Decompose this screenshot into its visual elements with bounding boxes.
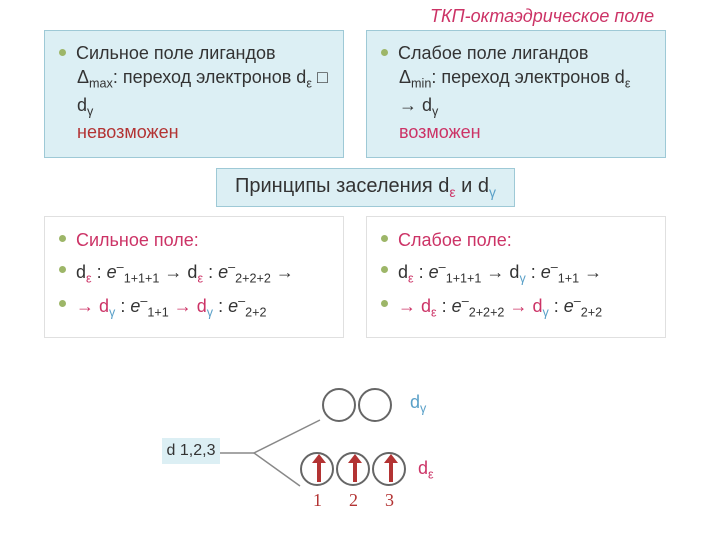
orbital-filled [372,452,406,486]
bullet-dot [381,49,388,56]
bullet-dot [59,235,66,242]
weak-seq-heading: Слабое поле: [398,227,512,254]
orbital-number: 2 [349,490,358,511]
fork-lines [220,408,350,498]
strong-field-sequence: Сильное поле: dε : e–1+1+1 → dε : e–2+2+… [44,216,344,338]
seq-line: dε : e–1+1+1 → dγ : e–1+1 → [398,258,602,288]
seq-line: → dε : e–2+2+2 → dγ : e–2+2 [398,292,602,322]
orbital-number: 3 [385,490,394,511]
weak-field-body: Δmin: переход электронов dε → dγ возможе… [399,65,651,144]
weak-field-title: Слабое поле лигандов [398,41,588,65]
bullet-dot [59,49,66,56]
dg-label: dγ [410,392,426,416]
possible-word: возможен [399,120,651,144]
page-header: ТКП-октаэдрическое поле [430,6,654,27]
de-label: dε [418,458,434,482]
after-delta: : переход электронов d [113,67,306,87]
transition-symbol: → d [399,95,432,115]
seq-line: → dγ : e–1+1 → dγ : e–2+2 [76,292,266,322]
orbital-number: 1 [313,490,322,511]
strong-field-box: Сильное поле лигандов Δmax: переход элек… [44,30,344,158]
delta-symbol: Δ [399,67,411,87]
mid-mid: и d [456,175,489,197]
principles-title: Принципы заселения dε и dγ [216,168,515,207]
mid-pre: Принципы заселения d [235,175,449,197]
bullet-dot [59,300,66,307]
mid-gamma: γ [489,184,496,200]
bullet-dot [381,300,388,307]
orbital-filled [336,452,370,486]
after-delta: : переход электронов d [431,67,624,87]
top-boxes: Сильное поле лигандов Δmax: переход элек… [44,30,666,158]
impossible-word: невозможен [77,120,329,144]
delta-sub: max [89,77,113,91]
orbital-diagram: d 1,2,3 1 2 3 dγ dε [150,382,470,532]
lower-columns: Сильное поле: dε : e–1+1+1 → dε : e–2+2+… [44,216,666,338]
orbital-filled [300,452,334,486]
seq-line: dε : e–1+1+1 → dε : e–2+2+2 → [76,258,294,288]
gamma-sub: γ [432,104,438,118]
weak-field-box: Слабое поле лигандов Δmin: переход элект… [366,30,666,158]
strong-seq-heading: Сильное поле: [76,227,199,254]
bullet-dot [381,266,388,273]
strong-field-body: Δmax: переход электронов dε □ dγ невозмо… [77,65,329,144]
strong-field-title: Сильное поле лигандов [76,41,276,65]
weak-field-sequence: Слабое поле: dε : e–1+1+1 → dγ : e–1+1 →… [366,216,666,338]
d-source-label: d 1,2,3 [162,438,220,464]
electron-arrow-icon [389,460,393,482]
bullet-dot [381,235,388,242]
gamma-sub: γ [87,104,93,118]
bullet-dot [59,266,66,273]
delta-sub: min [411,77,431,91]
eps-sub: ε [625,77,631,91]
electron-arrow-icon [317,460,321,482]
orbital-empty [322,388,356,422]
orbital-empty [358,388,392,422]
delta-symbol: Δ [77,67,89,87]
electron-arrow-icon [353,460,357,482]
